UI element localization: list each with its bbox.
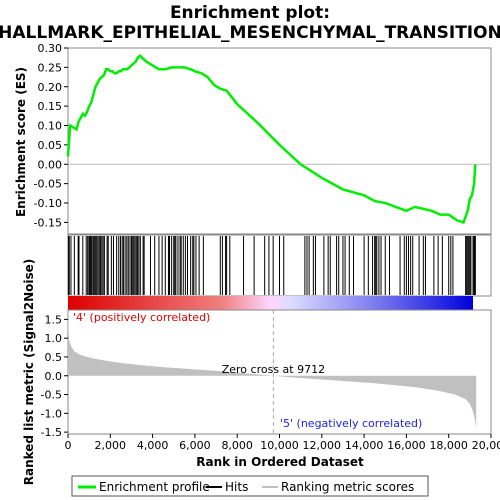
es-y-tick-label: 0.15: [38, 100, 63, 113]
metric-y-tick-label: -1.5: [41, 426, 62, 439]
legend: Enrichment profile Hits Ranking metric s…: [71, 475, 429, 497]
ranking-metric-area: [68, 311, 477, 429]
x-tick-label: 18,000: [429, 439, 468, 452]
es-y-tick-label: 0.00: [38, 158, 63, 171]
metric-y-tick-label: -0.5: [41, 389, 62, 402]
hits-panel: [67, 234, 492, 297]
es-y-tick-label: 0.25: [38, 61, 63, 74]
es-y-tick-label: -0.05: [34, 178, 62, 191]
metric-panel: 1.5 1.0 0.5 0.0 -0.5 -1.0 -1.5 Zero cross at 9…: [22, 259, 492, 486]
metric-y-tick-label: -1.0: [41, 407, 62, 420]
metric-y-axis-label: Ranked list metric (Signal2Noise): [22, 259, 36, 486]
es-panel: 0.30 0.25 0.20 0.15 0.10 0.05 0.00 -0.05 -0.10 -0…: [14, 42, 492, 235]
legend-ranking-label: Ranking metric scores: [281, 480, 414, 494]
enrichment-profile-line: [66, 53, 477, 224]
metric-y-tick-label: 1.5: [45, 313, 63, 326]
chart-title-line2: HALLMARK_EPITHELIAL_MESENCHYMAL_TRANSITI…: [0, 23, 500, 43]
negative-correlation-label: '5' (negatively correlated): [280, 417, 422, 430]
positive-correlation-label: '4' (positively correlated): [73, 311, 210, 324]
x-tick-label: 0: [65, 439, 72, 452]
x-tick-label: 4,000: [137, 439, 169, 452]
x-axis: 0 2,000 4,000 6,000 8,000 10,000 12,000 14,000 1…: [65, 434, 500, 452]
legend-frame: [71, 475, 429, 497]
x-tick-label: 6,000: [179, 439, 211, 452]
metric-y-tick-label: 0.0: [45, 370, 63, 383]
x-tick-label: 2,000: [95, 439, 127, 452]
es-y-axis: 0.30 0.25 0.20 0.15 0.10 0.05 0.00 -0.05 -0.10 -0…: [34, 42, 68, 229]
es-y-tick-label: 0.20: [38, 81, 63, 94]
x-tick-label: 14,000: [345, 439, 384, 452]
legend-hits-label: Hits: [225, 480, 248, 494]
x-tick-label: 8,000: [221, 439, 253, 452]
x-tick-label: 20,000: [472, 439, 500, 452]
x-tick-label: 12,000: [303, 439, 342, 452]
x-tick-label: 10,000: [260, 439, 299, 452]
metric-y-tick-label: 1.0: [45, 332, 63, 345]
ranking-color-bar: [68, 296, 473, 310]
x-axis-label: Rank in Ordered Dataset: [196, 455, 364, 469]
hits-marks: [67, 236, 476, 295]
es-panel-frame: [67, 47, 492, 235]
metric-y-tick-label: 0.5: [45, 351, 63, 364]
chart-title-line1: Enrichment plot:: [170, 3, 330, 23]
es-y-axis-label: Enrichment score (ES): [14, 67, 28, 217]
x-tick-label: 16,000: [387, 439, 426, 452]
legend-enrichment-label: Enrichment profile: [99, 480, 210, 494]
metric-y-axis: 1.5 1.0 0.5 0.0 -0.5 -1.0 -1.5: [41, 313, 68, 439]
zero-cross-label: Zero cross at 9712: [222, 363, 325, 376]
es-y-tick-label: 0.10: [38, 120, 63, 133]
es-y-tick-label: 0.05: [38, 139, 63, 152]
es-y-tick-label: -0.15: [34, 216, 62, 229]
es-y-tick-label: -0.10: [34, 197, 62, 210]
es-y-tick-label: 0.30: [38, 42, 63, 55]
